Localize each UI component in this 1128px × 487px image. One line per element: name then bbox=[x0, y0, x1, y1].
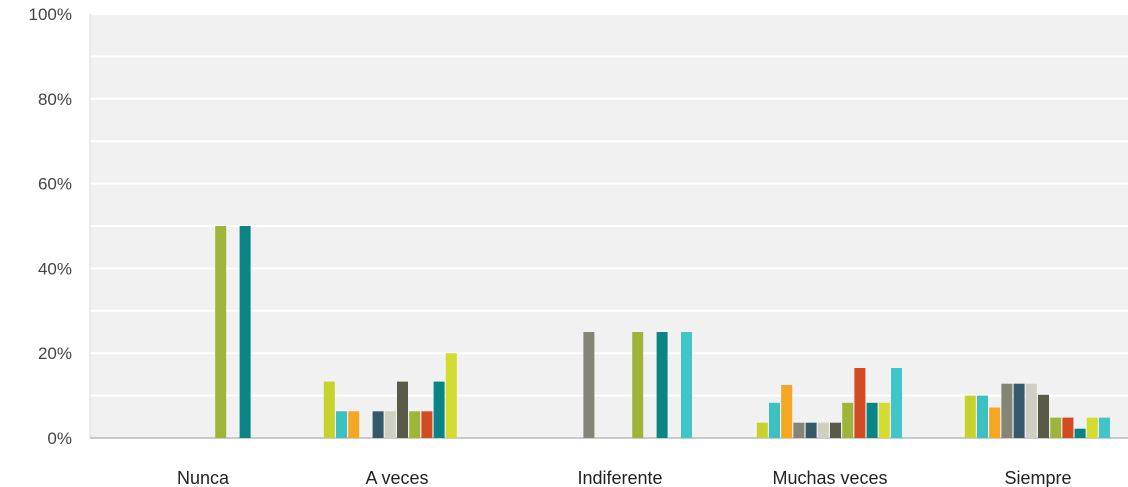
bar-a-veces-s11 bbox=[445, 353, 457, 438]
y-tick-label: 0% bbox=[47, 429, 72, 448]
bar-siempre-s5 bbox=[1013, 383, 1025, 438]
bar-siempre-s2 bbox=[977, 395, 988, 438]
y-tick-label: 60% bbox=[38, 175, 72, 194]
bar-siempre-s6 bbox=[1025, 383, 1037, 438]
bar-a-veces-s5 bbox=[372, 411, 384, 438]
bar-siempre-s8 bbox=[1050, 417, 1062, 438]
bar-siempre-s11 bbox=[1086, 417, 1098, 438]
y-tick-label: 40% bbox=[38, 259, 72, 278]
bar-indiferente-s10 bbox=[656, 332, 668, 438]
x-axis-ticks: Nunca A veces Indiferente Muchas veces Siemp… bbox=[177, 468, 1072, 487]
bar-muchas-veces-s9 bbox=[854, 368, 866, 438]
bar-muchas-veces-s3 bbox=[781, 385, 793, 438]
x-tick-label: Indiferente bbox=[577, 468, 662, 487]
bars bbox=[215, 226, 1110, 438]
bar-a-veces-s7 bbox=[397, 381, 408, 438]
bar-a-veces-s6 bbox=[384, 411, 396, 438]
bar-indiferente-s4 bbox=[583, 332, 595, 438]
bar-siempre-s4 bbox=[1001, 383, 1013, 438]
bar-indiferente-s8 bbox=[632, 332, 644, 438]
bar-a-veces-s10 bbox=[433, 381, 445, 438]
bar-siempre-s10 bbox=[1074, 428, 1086, 438]
x-tick-label: Siempre bbox=[1004, 468, 1071, 487]
x-tick-label: Muchas veces bbox=[772, 468, 887, 487]
bar-siempre-s1 bbox=[964, 395, 976, 438]
bar-siempre-s9 bbox=[1062, 417, 1074, 438]
bar-muchas-veces-s2 bbox=[769, 402, 780, 438]
bar-siempre-s12 bbox=[1099, 417, 1110, 438]
y-tick-label: 100% bbox=[29, 5, 72, 24]
bar-muchas-veces-s1 bbox=[756, 422, 768, 438]
bar-muchas-veces-s5 bbox=[805, 422, 817, 438]
bar-siempre-s3 bbox=[989, 407, 1001, 438]
x-tick-label: A veces bbox=[365, 468, 428, 487]
y-axis-ticks: 0% 20% 40% 60% 80% 100% bbox=[29, 5, 72, 448]
bar-siempre-s7 bbox=[1038, 394, 1049, 438]
bar-muchas-veces-s12 bbox=[891, 368, 902, 438]
gridlines bbox=[90, 13, 1128, 397]
x-tick-label: Nunca bbox=[177, 468, 230, 487]
bar-indiferente-s12 bbox=[681, 332, 692, 438]
bar-muchas-veces-s4 bbox=[793, 422, 805, 438]
bar-muchas-veces-s11 bbox=[878, 402, 890, 438]
bar-nunca-s8 bbox=[215, 226, 227, 438]
bar-a-veces-s1 bbox=[323, 381, 335, 438]
bar-a-veces-s3 bbox=[348, 411, 360, 438]
bar-nunca-s10 bbox=[239, 226, 251, 438]
bar-muchas-veces-s10 bbox=[866, 402, 878, 438]
bar-muchas-veces-s8 bbox=[842, 402, 854, 438]
bar-a-veces-s8 bbox=[409, 411, 421, 438]
bar-a-veces-s2 bbox=[336, 411, 347, 438]
bar-a-veces-s9 bbox=[421, 411, 433, 438]
y-tick-label: 20% bbox=[38, 344, 72, 363]
bar-muchas-veces-s6 bbox=[817, 422, 829, 438]
bar-muchas-veces-s7 bbox=[830, 422, 841, 438]
y-tick-label: 80% bbox=[38, 90, 72, 109]
